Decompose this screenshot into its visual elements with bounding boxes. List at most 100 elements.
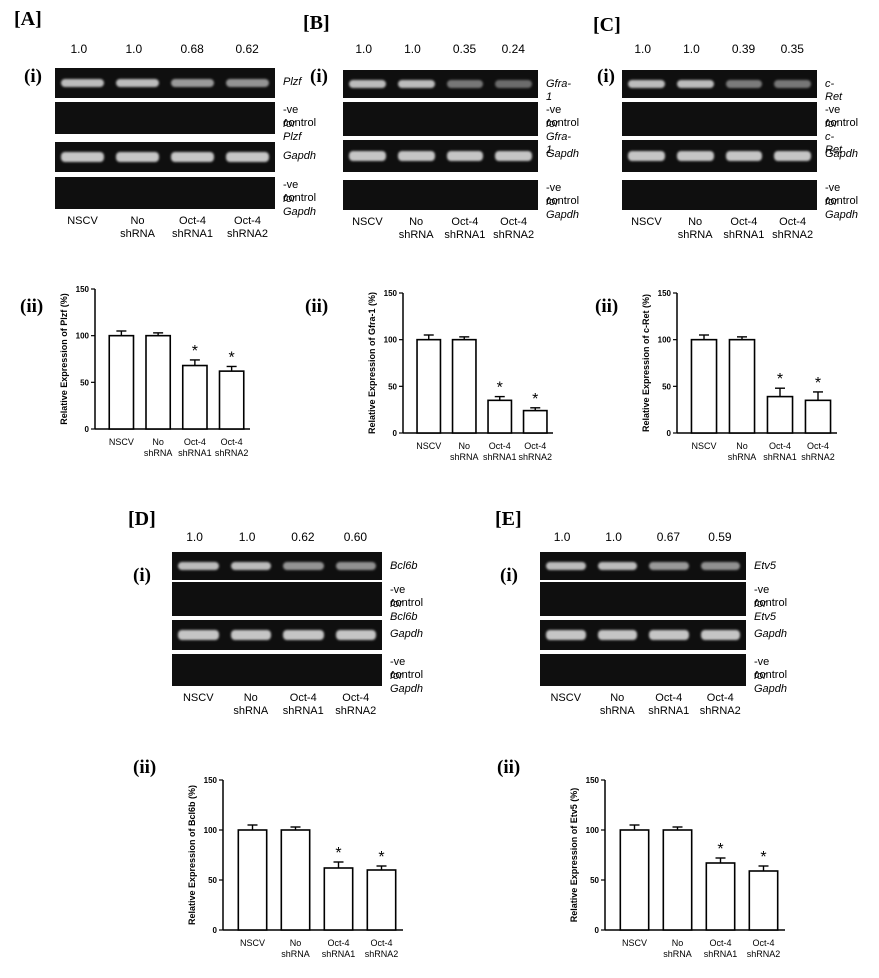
gel-strip-neg-gapdh [343, 180, 538, 210]
gel-image: 1.0 1.0 0.67 0.59 Etv5 -ve control for Etv5 Gap… [540, 530, 787, 740]
bar [619, 829, 650, 931]
gel-strip-gene [343, 70, 538, 98]
neg-control-label: -ve control [390, 656, 424, 681]
lane-label: Oct-4 shRNA1 [719, 216, 769, 242]
gapdh-label: Gapdh [283, 150, 317, 162]
gapdh-band [116, 152, 159, 162]
y-tick-label: 100 [384, 336, 398, 345]
category-label: shRNA2 [518, 452, 552, 462]
gene-band [676, 80, 714, 88]
gene-band [178, 562, 219, 570]
neg-control-label: -ve control [283, 104, 317, 129]
neg-control-label: for Gapdh [390, 670, 424, 695]
lane-label: NSCV [541, 692, 591, 705]
gel-strip-neg-gene [55, 102, 275, 134]
lane-label-line2: shRNA [599, 705, 635, 717]
neg-control-label: -ve control [546, 104, 580, 129]
lane-label-line1: Oct-4 [234, 215, 261, 227]
neg-control-label: for Gapdh [283, 193, 317, 218]
gene-band [774, 80, 811, 88]
y-tick-label: 50 [388, 382, 397, 391]
category-label: shRNA [144, 448, 173, 458]
lane-label-line2: shRNA [120, 228, 155, 240]
band-ratio: 1.0 [125, 42, 143, 56]
gapdh-band [335, 630, 376, 640]
lane-label: Oct-4 shRNA2 [331, 692, 381, 718]
gapdh-band [700, 630, 740, 640]
y-tick-label: 150 [658, 289, 672, 298]
gene-band [283, 562, 324, 570]
y-tick-label: 0 [667, 429, 672, 438]
gapdh-label: Gapdh [825, 148, 859, 160]
category-label: shRNA [281, 949, 310, 959]
band-ratio: 1.0 [634, 42, 652, 56]
significance-star: * [777, 371, 783, 388]
gapdh-band [178, 630, 219, 640]
gapdh-band [283, 630, 324, 640]
y-tick-label: 0 [85, 425, 90, 434]
lane-label: Oct-4 shRNA1 [644, 692, 694, 718]
gene-band [446, 80, 484, 88]
bar [662, 829, 693, 931]
category-label: shRNA1 [704, 949, 738, 959]
significance-star: * [497, 380, 503, 397]
sub-label-ii: (ii) [20, 296, 44, 317]
sub-label-i: (i) [133, 565, 151, 586]
lane-label: No shRNA [113, 215, 163, 241]
gapdh-band [446, 151, 484, 161]
gene-label: Gfra-1 [546, 78, 572, 103]
gel-strip-neg-gapdh [172, 654, 382, 686]
category-label: NSCV [622, 938, 647, 948]
gel-image: 1.0 1.0 0.62 0.60 Bcl6b -ve control for Bcl6b G… [172, 530, 423, 740]
y-tick-label: 100 [76, 332, 90, 341]
band-ratio: 1.0 [186, 530, 203, 544]
gapdh-band [676, 151, 714, 161]
bar [145, 334, 172, 430]
gel-strip-gene [172, 552, 382, 580]
sub-label-ii: (ii) [133, 757, 157, 778]
bar [323, 867, 354, 931]
lane-label-line1: Oct-4 [730, 216, 758, 228]
lane-label: No shRNA [670, 216, 720, 242]
lane-label-line1: No [610, 692, 625, 704]
lane-label: No shRNA [592, 692, 642, 718]
gapdh-band [230, 630, 271, 640]
lane-label: Oct-4 shRNA2 [489, 216, 539, 242]
y-tick-label: 0 [393, 429, 398, 438]
lane-label-line1: NSCV [550, 692, 582, 704]
category-label: shRNA [450, 452, 479, 462]
lane-label-line1: No [130, 215, 145, 227]
significance-star: * [532, 391, 538, 408]
lane-label-line1: NSCV [182, 692, 214, 704]
category-label: NSCV [109, 437, 134, 447]
bar [108, 334, 135, 430]
gene-band [226, 79, 269, 87]
gene-label: c-Ret [825, 78, 843, 103]
neg-control-label: for Gapdh [754, 670, 788, 695]
category-label: shRNA1 [322, 949, 356, 959]
bar [416, 338, 442, 434]
neg-control-label: -ve control [825, 182, 859, 207]
lane-label: NSCV [58, 215, 108, 228]
gene-band [61, 79, 104, 87]
lane-label-line2: shRNA [398, 229, 434, 241]
gene-band [171, 79, 214, 87]
bar [280, 829, 311, 931]
category-label: Oct-4 [769, 441, 791, 451]
gel-strip-neg-gene [343, 102, 538, 136]
lane-label-line1: NSCV [352, 216, 383, 228]
significance-star: * [229, 349, 235, 366]
bar-chart: 0 50 100 150 Relative Expression of Plzf (%)… [59, 285, 250, 458]
lane-label-line2: shRNA2 [772, 229, 814, 241]
category-label: shRNA1 [763, 452, 797, 462]
gapdh-band [597, 630, 637, 640]
y-axis-label: Relative Expression of c-Ret (%) [641, 294, 651, 432]
gel-strip-gapdh [540, 620, 746, 650]
lane-label-line2: shRNA1 [282, 705, 324, 717]
category-label: shRNA1 [483, 452, 517, 462]
bar [705, 862, 736, 931]
category-label: No [290, 938, 302, 948]
y-tick-label: 150 [204, 776, 218, 785]
band-ratio: 1.0 [238, 530, 256, 544]
bar-chart: 0 50 100 150 Relative Expression of Etv5 (%)… [569, 776, 785, 959]
